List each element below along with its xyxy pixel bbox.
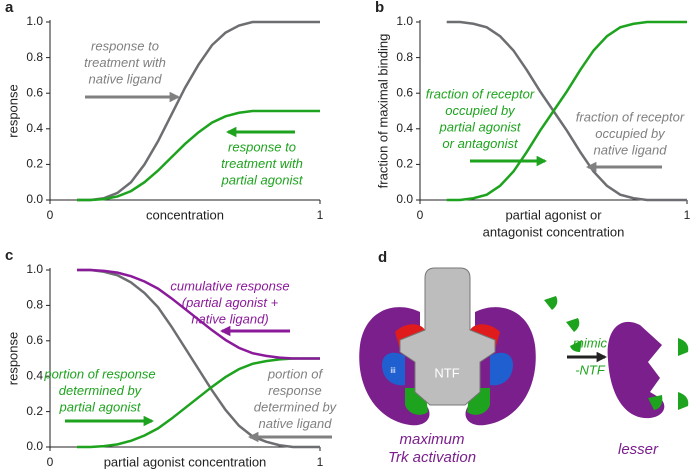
annotation: occupied by [595, 126, 666, 141]
y-tick-label: 0.4 [26, 368, 43, 382]
y-axis-label: response [5, 332, 20, 385]
y-tick-label: 0.4 [26, 121, 43, 135]
annotation: (partial agonist + [182, 295, 279, 310]
pocket-blue [490, 352, 513, 386]
curve [77, 268, 320, 360]
panel-letter: d [378, 249, 387, 266]
y-tick-label: 0.8 [26, 50, 43, 64]
left-label: Trk activation [388, 449, 476, 466]
annotation: fraction of receptor [426, 86, 535, 101]
annotation: treatment with [221, 156, 303, 171]
x-axis-label: partial agonist or [505, 207, 602, 222]
x-axis-label: antagonist concentration [483, 224, 625, 239]
x-tick-label: 0 [417, 208, 424, 222]
left-label: maximum [399, 431, 464, 448]
annotation: portion of response [43, 366, 155, 381]
annotation: native ligand [259, 416, 333, 431]
y-tick-label: 1.0 [26, 14, 43, 28]
annotation: occupied by [445, 103, 516, 118]
curve [446, 20, 687, 202]
y-tick-label: 0.0 [396, 192, 413, 206]
y-tick-label: 0.4 [396, 121, 413, 135]
panel-letter: b [375, 0, 384, 16]
y-tick-label: 0.2 [26, 404, 43, 418]
annotation: response [268, 383, 321, 398]
y-tick-label: 0.2 [26, 157, 43, 171]
annotation: native ligand) [191, 311, 268, 326]
free-mimic [570, 340, 582, 352]
curve [77, 109, 320, 202]
panel-letter: c [5, 247, 13, 264]
y-tick-label: 0.0 [26, 439, 43, 453]
chart: c 0.0 0.2 0.4 0.6 0.8 1.0 0 1 response partial ago… [5, 247, 338, 469]
y-tick-label: 0.8 [26, 298, 43, 312]
y-tick-label: 0.6 [26, 333, 43, 347]
y-tick-label: 1.0 [396, 14, 413, 28]
curve [77, 20, 320, 202]
y-tick-label: 0.2 [396, 157, 413, 171]
ligand [399, 267, 496, 406]
curve [446, 20, 687, 202]
y-tick-label: 0.6 [396, 85, 413, 99]
annotation: determined by [254, 399, 338, 414]
free-mimic [544, 296, 558, 310]
arrow-label: -NTF [575, 362, 606, 377]
chart: b 0.0 0.2 0.4 0.6 0.8 1.0 0 1 fraction of maximal… [375, 0, 690, 239]
curve [77, 357, 320, 449]
x-tick-label: 1 [684, 208, 690, 222]
annotation: partial agonist [439, 119, 522, 134]
annotation: determined by [59, 383, 143, 398]
y-tick-label: 0.6 [26, 85, 43, 99]
free-mimic [678, 392, 689, 410]
receptor-lesser [607, 321, 665, 419]
bound-mimic [648, 395, 663, 410]
curve [77, 268, 320, 449]
x-tick-label: 1 [317, 455, 324, 469]
y-axis-label: fraction of maximal binding [375, 34, 390, 189]
y-tick-label: 0.0 [26, 192, 43, 206]
x-tick-label: 0 [47, 455, 54, 469]
diagram: d NTF iii mimic -NTF maximum Trk activat… [359, 249, 689, 466]
annotation: partial agonist [59, 399, 142, 414]
x-axis-label: partial agonist concentration [104, 454, 267, 469]
x-tick-label: 0 [47, 208, 54, 222]
ligand-label: NTF [434, 365, 459, 380]
free-mimic [566, 318, 580, 332]
annotation: portion of [267, 366, 324, 381]
y-axis-label: response [5, 84, 20, 137]
site-label: iii [390, 366, 396, 375]
panel-letter: a [5, 0, 14, 16]
annotation: or antagonist [442, 136, 519, 151]
y-tick-label: 0.8 [396, 50, 413, 64]
annotation: native ligand [89, 71, 163, 86]
x-tick-label: 1 [317, 208, 324, 222]
annotation: fraction of receptor [576, 109, 685, 124]
chart: a 0.0 0.2 0.4 0.6 0.8 1.0 0 1 response concentrati… [5, 0, 324, 222]
annotation: response to [91, 38, 159, 53]
y-tick-label: 1.0 [26, 262, 43, 276]
annotation: native ligand [594, 142, 668, 157]
annotation: cumulative response [170, 278, 289, 293]
free-mimic [678, 338, 689, 356]
annotation: response to [228, 139, 296, 154]
arrow-label: mimic [573, 335, 607, 350]
x-axis-label: concentration [146, 207, 224, 222]
right-label: lesser [618, 441, 659, 458]
annotation: partial agonist [221, 172, 304, 187]
pocket-blue [382, 352, 405, 386]
annotation: treatment with [84, 55, 166, 70]
